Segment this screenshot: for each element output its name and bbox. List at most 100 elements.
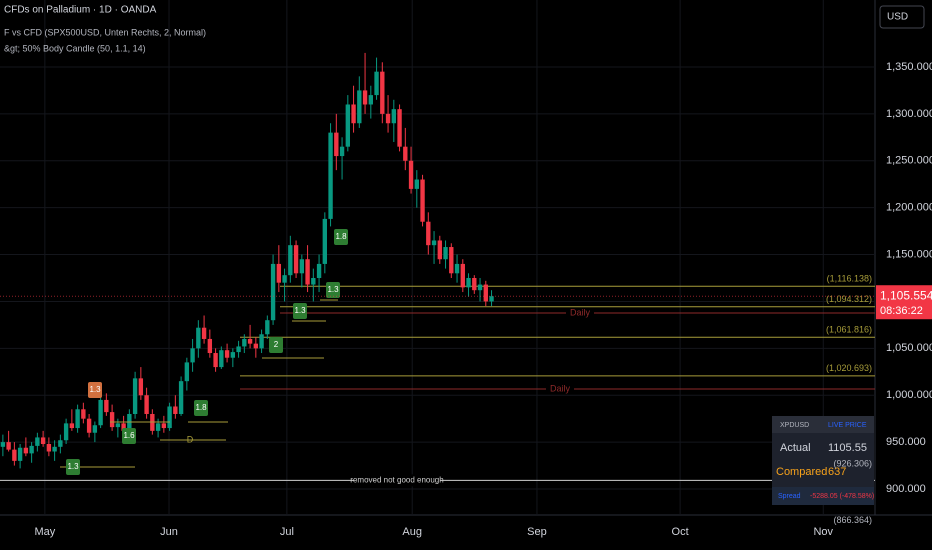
signal-box xyxy=(334,229,348,245)
candle-body xyxy=(138,378,144,396)
candle-body xyxy=(288,245,293,276)
candle-body xyxy=(161,423,167,429)
signal-label: 1.8 xyxy=(335,232,347,241)
candle-body xyxy=(69,423,75,429)
level-label: (1,116.138) xyxy=(827,274,872,284)
candle-body xyxy=(397,109,402,147)
candle-body xyxy=(282,275,287,283)
candle-body xyxy=(86,418,92,433)
candle-body xyxy=(368,95,373,105)
candle-body xyxy=(328,132,333,219)
candle-body xyxy=(466,277,471,288)
currency-button[interactable] xyxy=(879,5,925,29)
candle-body xyxy=(305,259,310,285)
price-tag xyxy=(876,285,932,320)
daily-label: Daily xyxy=(570,307,591,317)
x-tick-label: May xyxy=(34,526,55,538)
candle-body xyxy=(92,425,98,433)
candle-body xyxy=(167,406,172,429)
candle-body xyxy=(0,442,6,447)
indicator-label: F vs CFD (SPX500USD, Unten Rechts, 2, No… xyxy=(4,27,206,37)
candle-body xyxy=(12,449,17,461)
table-cell: Spread xyxy=(778,493,801,500)
candle-body xyxy=(311,277,316,285)
x-tick-label: Sep xyxy=(527,526,547,538)
candle-body xyxy=(98,399,103,426)
signal-box xyxy=(269,337,283,353)
currency-label[interactable]: USD xyxy=(887,12,908,23)
candle-body xyxy=(449,247,454,274)
level-label: (866.364) xyxy=(833,515,872,525)
candle-body xyxy=(75,409,80,429)
y-tick-label: 1,350.000 xyxy=(886,61,932,73)
candle-body xyxy=(374,71,379,96)
candle-body xyxy=(230,352,236,358)
candle-body xyxy=(144,395,149,414)
candle-body xyxy=(63,423,69,441)
candle-body xyxy=(334,132,339,157)
signal-label: 1.6 xyxy=(123,431,135,440)
y-tick-label: 1,200.000 xyxy=(886,202,932,214)
signal-label: 1.3 xyxy=(294,306,306,315)
candle-body xyxy=(155,423,161,431)
label-bg xyxy=(566,307,594,318)
signal-label: 1.8 xyxy=(195,403,207,412)
candle-body xyxy=(357,90,362,124)
countdown-label: 08:36:22 xyxy=(880,305,923,317)
y-tick-label: 1,000.000 xyxy=(886,389,932,401)
candle-body xyxy=(270,263,276,321)
candle-body xyxy=(322,218,328,264)
candle-body xyxy=(265,320,270,335)
candle-body xyxy=(345,104,350,147)
y-tick-label: 1,050.000 xyxy=(886,342,932,354)
candle-body xyxy=(420,179,425,222)
level-label: (1,020.693) xyxy=(826,363,872,373)
candle-body xyxy=(259,334,264,349)
x-tick-label: Jun xyxy=(160,526,178,538)
candle-body xyxy=(132,378,138,414)
candle-body xyxy=(196,327,201,349)
level-label: (1,061.816) xyxy=(826,325,872,335)
candle-body xyxy=(35,437,40,446)
candle-body xyxy=(460,263,465,288)
candle-body xyxy=(58,440,63,447)
signal-label: 1.3 xyxy=(327,285,339,294)
candle-body xyxy=(391,109,396,124)
candle-body xyxy=(190,348,195,363)
level-label: (1,094.312) xyxy=(826,294,872,304)
candle-body xyxy=(104,399,109,413)
x-tick-label: Jul xyxy=(280,526,294,538)
signal-box xyxy=(66,459,80,475)
candle-body xyxy=(184,362,190,382)
table-header xyxy=(772,416,874,433)
table-row xyxy=(772,487,874,505)
table-cell: LIVE PRICE xyxy=(828,422,867,429)
signal-box xyxy=(326,282,340,298)
price-tag-label: 1,105.554 xyxy=(880,288,932,302)
candle-body xyxy=(316,263,322,278)
grid xyxy=(0,0,875,515)
candle-body xyxy=(224,350,230,358)
table-cell: 1105.55 xyxy=(828,442,867,454)
candle-body xyxy=(81,409,86,419)
x-tick-label: Oct xyxy=(672,526,689,538)
candle-body xyxy=(219,350,224,368)
signal-label: 1.3 xyxy=(89,385,101,394)
candle-body xyxy=(437,240,442,260)
candle-body xyxy=(207,338,213,354)
candle-body xyxy=(247,338,253,344)
signal-box xyxy=(88,382,102,398)
label-bg xyxy=(354,474,440,487)
table-cell: XPDUSD xyxy=(780,422,809,429)
y-tick-label: 1,300.000 xyxy=(886,108,932,120)
daily-label: Daily xyxy=(550,383,571,393)
candle-body xyxy=(17,447,23,461)
candle-body xyxy=(414,179,419,189)
candle-body xyxy=(351,104,356,124)
candle-body xyxy=(276,263,282,283)
candle-body xyxy=(293,245,299,274)
x-tick-label: Aug xyxy=(402,526,422,538)
candle-body xyxy=(29,445,34,454)
